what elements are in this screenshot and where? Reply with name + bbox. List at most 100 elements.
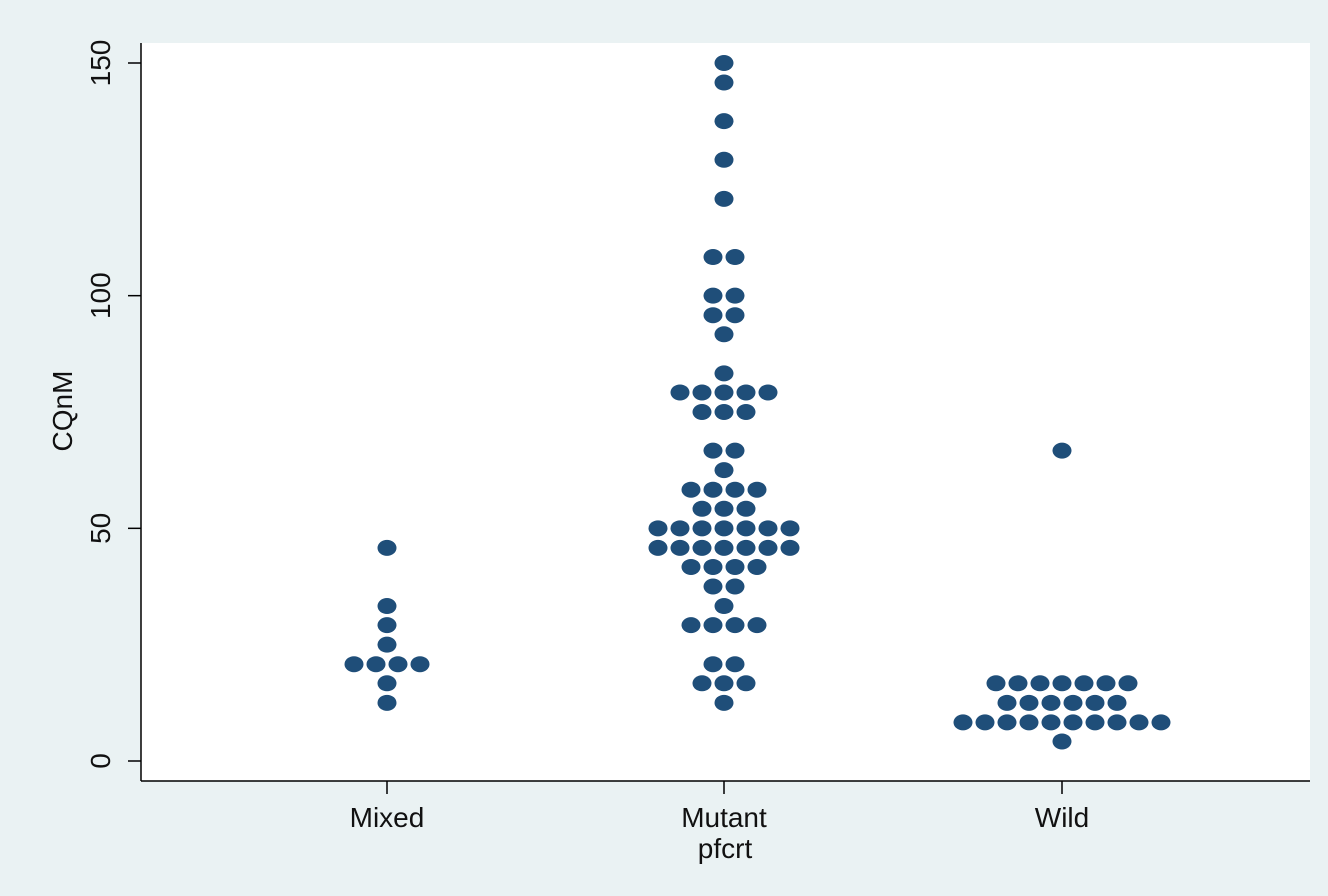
data-point	[377, 694, 397, 711]
data-point	[648, 539, 668, 556]
data-point	[736, 539, 756, 556]
data-point	[1096, 675, 1116, 692]
data-point	[692, 675, 712, 692]
data-point	[725, 442, 745, 459]
data-point	[997, 714, 1017, 731]
data-point	[714, 151, 734, 168]
data-point	[714, 539, 734, 556]
data-point	[1129, 714, 1149, 731]
data-point	[758, 384, 778, 401]
y-axis-title: CQnM	[47, 371, 78, 452]
data-point	[725, 287, 745, 304]
data-point	[377, 598, 397, 615]
data-point	[1041, 694, 1061, 711]
data-point	[681, 617, 701, 634]
data-point	[692, 384, 712, 401]
data-point	[1030, 675, 1050, 692]
data-point	[714, 598, 734, 615]
data-point	[714, 365, 734, 382]
y-tick-label: 150	[85, 40, 116, 87]
data-point	[1085, 694, 1105, 711]
x-axis-title: pfcrt	[698, 833, 753, 864]
data-point	[714, 384, 734, 401]
data-point	[681, 481, 701, 498]
data-point	[736, 520, 756, 537]
data-point	[714, 462, 734, 479]
data-point	[703, 307, 723, 324]
data-point	[714, 190, 734, 207]
data-point	[692, 520, 712, 537]
x-tick-label: Mixed	[350, 802, 425, 833]
data-point	[736, 384, 756, 401]
data-point	[344, 656, 364, 673]
data-point	[714, 675, 734, 692]
data-point	[986, 675, 1006, 692]
data-point	[703, 442, 723, 459]
data-point	[736, 500, 756, 517]
data-point	[670, 539, 690, 556]
data-point	[1063, 714, 1083, 731]
data-point	[725, 578, 745, 595]
data-point	[648, 520, 668, 537]
data-point	[1052, 733, 1072, 750]
data-point	[1052, 442, 1072, 459]
data-point	[747, 558, 767, 575]
data-point	[714, 694, 734, 711]
data-point	[1118, 675, 1138, 692]
data-point	[747, 617, 767, 634]
data-point	[725, 307, 745, 324]
data-point	[377, 539, 397, 556]
data-point	[1107, 694, 1127, 711]
data-point	[758, 539, 778, 556]
data-points	[344, 55, 1171, 750]
data-point	[725, 249, 745, 266]
data-point	[747, 481, 767, 498]
data-point	[388, 656, 408, 673]
data-point	[1019, 694, 1039, 711]
data-point	[703, 617, 723, 634]
data-point	[703, 287, 723, 304]
data-point	[692, 404, 712, 420]
y-tick-label: 50	[85, 513, 116, 544]
data-point	[1063, 694, 1083, 711]
data-point	[681, 558, 701, 575]
data-point	[780, 539, 800, 556]
data-point	[366, 656, 386, 673]
x-axis-ticks: Mixed Mutant Wild	[350, 781, 1089, 833]
data-point	[714, 326, 734, 343]
data-point	[725, 656, 745, 673]
data-point	[953, 714, 973, 731]
data-point	[736, 404, 756, 420]
data-point	[997, 694, 1017, 711]
data-point	[703, 481, 723, 498]
y-tick-label: 100	[85, 272, 116, 319]
data-point	[714, 113, 734, 130]
x-tick-label: Mutant	[681, 802, 767, 833]
data-point	[670, 520, 690, 537]
data-point	[670, 384, 690, 401]
data-point	[736, 675, 756, 692]
data-point	[714, 74, 734, 91]
data-point	[377, 636, 397, 653]
data-point	[703, 558, 723, 575]
data-point	[714, 520, 734, 537]
y-tick-label: 0	[85, 753, 116, 769]
data-point	[714, 500, 734, 517]
data-point	[377, 617, 397, 634]
data-point	[1008, 675, 1028, 692]
data-point	[714, 404, 734, 420]
data-point	[1074, 675, 1094, 692]
data-point	[725, 558, 745, 575]
data-point	[703, 249, 723, 266]
data-point	[410, 656, 430, 673]
data-point	[725, 481, 745, 498]
data-point	[703, 578, 723, 595]
data-point	[1107, 714, 1127, 731]
data-point	[692, 539, 712, 556]
data-point	[975, 714, 995, 731]
data-point	[780, 520, 800, 537]
data-point	[1041, 714, 1061, 731]
data-point	[1151, 714, 1171, 731]
data-point	[1019, 714, 1039, 731]
